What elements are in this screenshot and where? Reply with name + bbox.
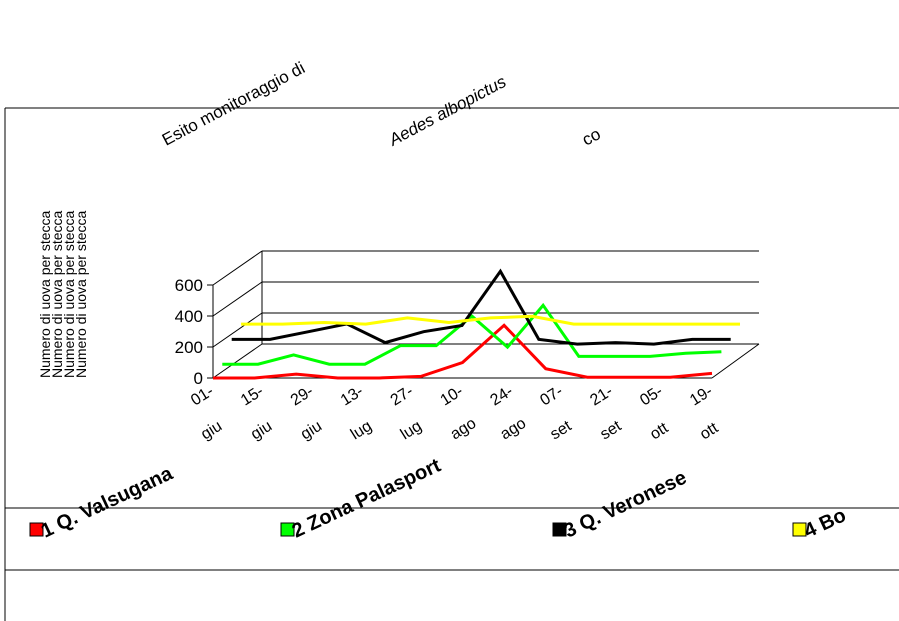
x-tick-label-top: 01-	[188, 383, 217, 410]
x-tick-label-top: 19-	[687, 383, 716, 410]
x-tick-label-top: 21-	[587, 383, 616, 410]
x-tick-label-bottom: lug	[398, 418, 425, 444]
gridline-side	[212, 281, 263, 317]
x-tick-label-bottom: lug	[348, 418, 375, 444]
x-tick-label-bottom: giu	[248, 418, 275, 444]
chart-title-part-1: Esito monitoraggio di	[159, 58, 308, 149]
series-line-0	[213, 323, 713, 380]
y-tick-label: 400	[175, 307, 203, 326]
plot-box	[212, 250, 760, 379]
x-tick-label-bottom: set	[597, 417, 625, 443]
gridline-side	[212, 312, 263, 348]
x-tick-label-bottom: set	[547, 417, 575, 443]
x-tick-label-top: 13-	[338, 383, 367, 410]
svg-text:Numero di uova per stecca: Numero di uova per stecca	[61, 210, 77, 378]
svg-text:Numero di uova per stecca: Numero di uova per stecca	[49, 210, 65, 378]
x-tick-label-top: 29-	[288, 383, 317, 410]
gridline-side	[212, 250, 263, 286]
series-line-3	[241, 314, 740, 326]
x-tick-label-bottom: ott	[647, 419, 672, 443]
gridline-side	[212, 343, 263, 379]
x-tick-label-bottom: ott	[697, 419, 722, 443]
chart-title-part-3: co	[579, 124, 604, 149]
x-tick-label-top: 05-	[637, 383, 666, 410]
x-tick-label-bottom: giu	[198, 418, 225, 444]
y-tick-label: 200	[175, 338, 203, 357]
legend-swatch	[792, 522, 807, 537]
y-tick-label: 0	[194, 369, 203, 388]
legend-swatch	[29, 522, 44, 537]
series-line-1	[222, 302, 722, 366]
x-tick-label-bottom: ago	[498, 415, 530, 444]
x-tick-label-bottom: ago	[448, 415, 480, 444]
svg-text:Numero di uova per stecca: Numero di uova per stecca	[73, 210, 89, 378]
x-tick-label-top: 10-	[438, 383, 467, 410]
floor-right	[711, 343, 760, 379]
legend-label: 1 Q. Valsugana	[38, 462, 177, 542]
chart-frame	[4, 107, 899, 621]
legend-label: 3 Q. Veronese	[561, 467, 690, 543]
y-axis-label: Numero di uova per stecca Numero di uova…	[37, 210, 89, 378]
y-axis: 0 200 400 600	[175, 276, 213, 388]
x-tick-label-top: 24-	[488, 383, 517, 410]
y-tick-label: 600	[175, 276, 203, 295]
legend-label: 4 Bo	[801, 504, 850, 542]
legend: 1 Q. Valsugana 2 Zona Palasport 3 Q. Veron…	[29, 454, 850, 543]
x-tick-label-bottom: giu	[298, 418, 325, 444]
legend-label: 2 Zona Palasport	[289, 454, 445, 542]
legend-swatch	[280, 522, 295, 537]
chart-title-part-2: Aedes albopictus	[385, 72, 510, 150]
x-axis: 01- giu 15- giu 29- giu 13- lug 27- lug 10- ago 24- a…	[188, 383, 722, 444]
x-tick-label-top: 15-	[238, 383, 267, 410]
legend-swatch	[552, 522, 567, 537]
series-group	[213, 268, 740, 380]
series-line-2	[231, 268, 731, 346]
svg-text:Numero di uova per stecca: Numero di uova per stecca	[37, 210, 53, 378]
x-tick-label-top: 27-	[388, 383, 417, 410]
x-tick-label-top: 07-	[537, 383, 566, 410]
